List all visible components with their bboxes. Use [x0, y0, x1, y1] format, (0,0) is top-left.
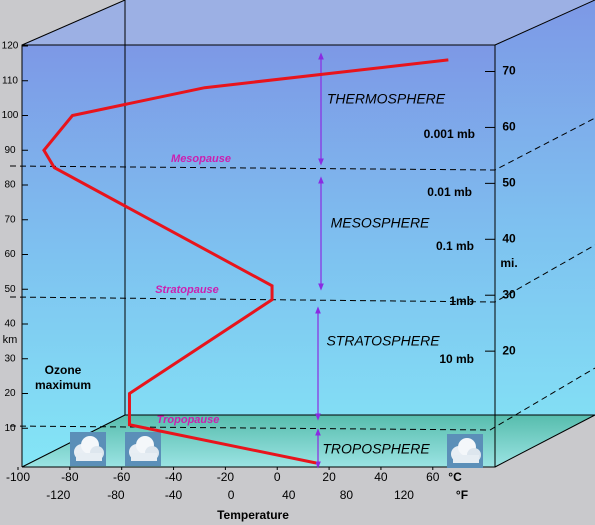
- pressure-label: 0.001 mb: [424, 127, 475, 141]
- pause-line: [9, 244, 595, 303]
- y2-tick-label: 60: [502, 120, 516, 134]
- pressure-label: 0.1 mb: [436, 239, 474, 253]
- pressure-label: 1mb: [449, 294, 474, 308]
- x-tick-label: 20: [322, 470, 336, 484]
- y-tick-label: 10: [4, 423, 16, 434]
- cloud-icon: [447, 434, 483, 468]
- box-side: [495, 0, 595, 467]
- x2-tick-label: -40: [165, 488, 183, 502]
- y-tick-label: 60: [4, 249, 16, 260]
- ozone-label: Ozone: [45, 363, 82, 377]
- y-axis-label: km: [3, 334, 18, 346]
- pressure-label: 0.01 mb: [427, 185, 472, 199]
- x-tick-label: -40: [165, 470, 183, 484]
- layer-label: MESOSPHERE: [331, 215, 430, 231]
- y2-tick-label: 50: [502, 176, 516, 190]
- y-tick-label: 100: [2, 110, 19, 121]
- box-edge: [21, 0, 126, 46]
- y-tick-label: 40: [4, 319, 16, 330]
- x-tick-label: -80: [61, 470, 79, 484]
- y2-axis-label: mi.: [500, 256, 517, 270]
- y2-tick-label: 30: [502, 287, 516, 301]
- box-edge: [494, 414, 595, 468]
- ozone-label: maximum: [35, 378, 91, 392]
- layer-label: THERMOSPHERE: [327, 91, 446, 107]
- x2-tick-label: 120: [394, 488, 414, 502]
- x-tick-label: 0: [274, 470, 281, 484]
- x2-tick-label: -120: [46, 488, 70, 502]
- y2-tick-label: 40: [502, 231, 516, 245]
- cloud-icon: [70, 432, 106, 466]
- y-tick-label: 80: [4, 180, 16, 191]
- x-tick-label: -20: [217, 470, 235, 484]
- y-tick-label: 70: [4, 214, 16, 225]
- x2-unit: °F: [456, 488, 468, 502]
- x2-tick-label: 80: [340, 488, 354, 502]
- box-front: [22, 45, 495, 467]
- layer-label: STRATOSPHERE: [326, 333, 440, 349]
- box-edge: [494, 0, 595, 46]
- y-tick-label: 120: [2, 41, 19, 52]
- x2-tick-label: -80: [107, 488, 125, 502]
- x-unit: °C: [448, 470, 462, 484]
- pause-label: Tropopause: [157, 414, 220, 426]
- y-tick-label: 30: [4, 353, 16, 364]
- y-tick-label: 20: [4, 388, 16, 399]
- x-tick-label: -60: [113, 470, 131, 484]
- x-tick-label: 60: [426, 470, 440, 484]
- y-tick-label: 110: [2, 75, 18, 86]
- x2-tick-label: 0: [228, 488, 235, 502]
- pause-label: Stratopause: [155, 284, 219, 296]
- x-tick-label: 40: [374, 470, 388, 484]
- pause-line: [9, 367, 595, 431]
- temperature-line: [42, 58, 449, 465]
- pause-label: Mesopause: [171, 153, 231, 165]
- y-tick-label: 90: [4, 145, 16, 156]
- cloud-icon: [125, 432, 161, 466]
- pressure-label: 10 mb: [439, 352, 474, 366]
- layer-label: TROPOSPHERE: [322, 441, 430, 457]
- box-top: [22, 0, 595, 45]
- x-axis-label: Temperature: [217, 508, 289, 522]
- x2-tick-label: 40: [282, 488, 296, 502]
- pause-line: [9, 117, 595, 171]
- pause-lines: [9, 117, 595, 431]
- x-tick-label: -100: [6, 470, 30, 484]
- y2-tick-label: 70: [502, 64, 516, 78]
- y-tick-label: 50: [4, 284, 16, 295]
- y2-tick-label: 20: [502, 343, 516, 357]
- box: [21, 0, 595, 468]
